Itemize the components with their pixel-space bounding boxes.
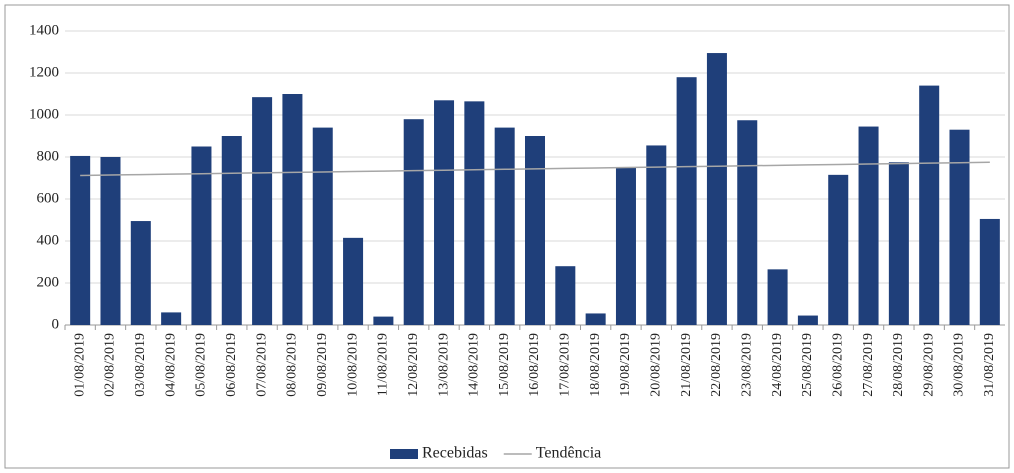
x-tick-label: 07/08/2019: [254, 333, 269, 397]
bar: [191, 146, 212, 325]
bar: [524, 136, 546, 325]
x-tick-label: 31/08/2019: [982, 333, 997, 397]
y-tick-label: 0: [52, 316, 60, 332]
x-tick-label: 27/08/2019: [861, 333, 876, 397]
legend-swatch: [390, 449, 418, 459]
bar: [828, 174, 849, 325]
x-tick-label: 29/08/2019: [921, 333, 936, 397]
x-tick-label: 23/08/2019: [739, 333, 754, 397]
x-tick-label: 14/08/2019: [467, 333, 482, 397]
bar: [464, 101, 485, 325]
x-tick-label: 25/08/2019: [800, 333, 815, 397]
y-tick-label: 1200: [29, 64, 59, 80]
bar: [706, 53, 727, 326]
bar: [130, 221, 151, 325]
x-tick-label: 05/08/2019: [194, 333, 209, 397]
legend-label: Recebidas: [422, 445, 488, 462]
x-tick-label: 09/08/2019: [315, 333, 330, 397]
bar: [585, 313, 606, 325]
bar: [252, 97, 273, 326]
x-tick-label: 04/08/2019: [163, 333, 178, 397]
x-tick-label: 28/08/2019: [891, 333, 906, 397]
bar: [282, 94, 303, 325]
y-tick-label: 400: [37, 232, 60, 248]
x-tick-label: 24/08/2019: [770, 333, 785, 397]
x-tick-label: 15/08/2019: [497, 333, 512, 397]
x-tick-label: 02/08/2019: [103, 333, 118, 397]
bar: [70, 155, 91, 325]
bar: [434, 100, 455, 325]
bar: [919, 85, 940, 325]
x-tick-label: 17/08/2019: [558, 333, 573, 397]
x-tick-label: 11/08/2019: [376, 333, 391, 396]
bar: [221, 136, 242, 325]
x-tick-label: 18/08/2019: [588, 333, 603, 397]
y-tick-label: 800: [37, 148, 60, 164]
bar: [161, 312, 182, 325]
bar: [403, 119, 424, 325]
legend-label: Tendência: [536, 445, 602, 462]
x-tick-label: 13/08/2019: [436, 333, 451, 397]
y-tick-label: 200: [37, 274, 60, 290]
x-tick-label: 06/08/2019: [224, 333, 239, 397]
x-tick-label: 03/08/2019: [133, 333, 148, 397]
y-tick-label: 1000: [29, 106, 59, 122]
bar: [797, 315, 818, 325]
x-tick-label: 30/08/2019: [952, 333, 967, 397]
x-tick-label: 08/08/2019: [285, 333, 300, 397]
x-tick-label: 26/08/2019: [830, 333, 845, 397]
x-tick-label: 16/08/2019: [527, 333, 542, 397]
bar: [858, 126, 879, 325]
y-tick-label: 1400: [29, 22, 59, 38]
x-tick-label: 01/08/2019: [72, 333, 87, 397]
bar: [100, 157, 121, 325]
bar: [949, 129, 970, 325]
bar: [494, 127, 515, 325]
bar: [979, 218, 1000, 325]
trend-line: [80, 161, 990, 177]
bar: [888, 162, 909, 325]
x-tick-label: 12/08/2019: [406, 333, 421, 397]
bar: [555, 266, 576, 325]
bar: [343, 237, 364, 325]
bar: [767, 269, 788, 325]
bar: [737, 120, 758, 325]
x-tick-label: 21/08/2019: [679, 333, 694, 397]
bar: [373, 316, 394, 325]
bar: [646, 145, 667, 325]
x-tick-label: 19/08/2019: [618, 333, 633, 397]
x-tick-label: 20/08/2019: [649, 333, 664, 397]
y-tick-label: 600: [37, 190, 60, 206]
bar: [615, 167, 636, 325]
x-tick-label: 10/08/2019: [345, 333, 360, 397]
x-tick-label: 22/08/2019: [709, 333, 724, 397]
bar: [312, 127, 333, 325]
bar: [676, 77, 697, 325]
